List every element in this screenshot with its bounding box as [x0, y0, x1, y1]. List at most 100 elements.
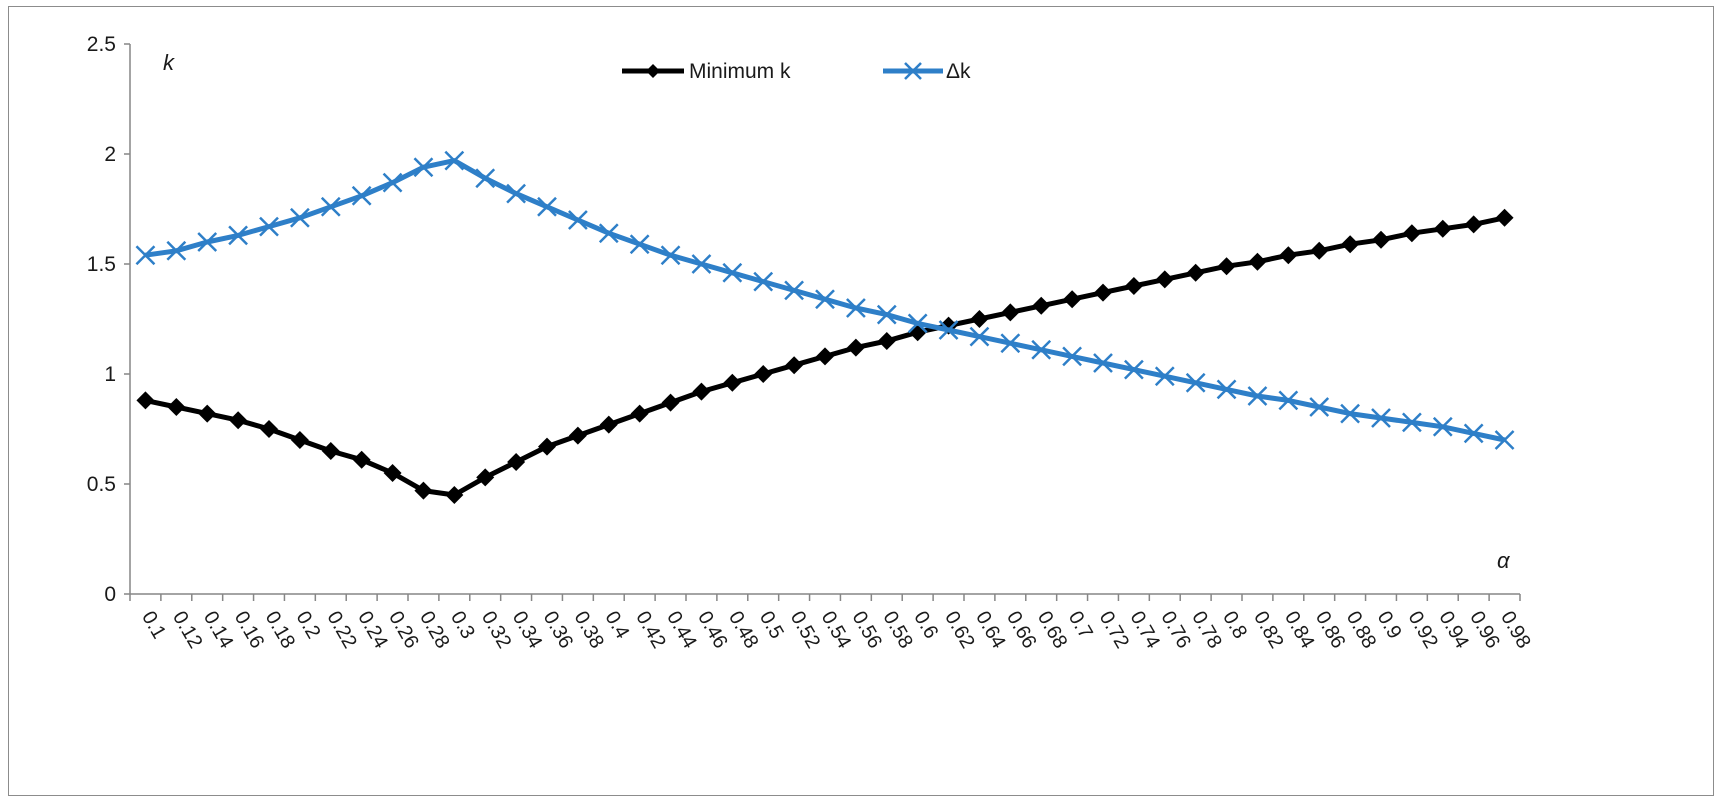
data-point — [1432, 416, 1453, 437]
data-point — [815, 289, 835, 310]
data-point — [1031, 339, 1052, 360]
data-point — [507, 453, 526, 471]
data-point — [599, 415, 618, 434]
data-point — [1433, 219, 1452, 238]
data-point — [351, 185, 372, 206]
data-point — [1310, 241, 1329, 260]
x-tick-label: 0.84 — [1280, 608, 1319, 653]
data-point — [661, 393, 680, 412]
data-point — [1495, 208, 1514, 227]
legend-marker-minimum-k — [646, 64, 660, 78]
data-point — [816, 347, 834, 366]
y-tick-label: 2 — [104, 143, 116, 166]
data-point — [907, 313, 928, 334]
x-tick-label: 0.28 — [415, 608, 454, 653]
data-point — [660, 245, 681, 266]
y-axis-title: k — [163, 50, 175, 75]
legend-marker-delta-k — [904, 62, 922, 80]
data-point — [259, 216, 279, 237]
x-tick-label: 0.92 — [1404, 608, 1443, 653]
y-axis-ticks: 0 0.5 1 1.5 2 2.5 — [87, 33, 130, 606]
data-point — [167, 398, 186, 416]
data-point — [290, 207, 310, 228]
data-point — [1094, 283, 1112, 302]
x-tick-label: 0.46 — [693, 608, 732, 653]
y-tick-label: 1 — [104, 363, 116, 386]
data-point — [1371, 408, 1391, 428]
data-point — [352, 450, 371, 469]
data-point — [1032, 296, 1051, 315]
data-point — [413, 157, 434, 178]
data-point — [1062, 346, 1082, 367]
legend-label-minimum-k: Minimum k — [689, 60, 791, 83]
data-point — [630, 404, 649, 423]
data-point — [1000, 333, 1021, 354]
data-point — [629, 234, 650, 255]
x-tick-label: 0.66 — [1002, 608, 1041, 653]
data-point — [475, 168, 496, 189]
x-tick-label: 0.58 — [878, 608, 917, 653]
data-point — [444, 150, 465, 171]
x-tick-label: 0.42 — [631, 608, 670, 653]
data-point — [1248, 252, 1267, 271]
data-point — [1402, 412, 1422, 433]
data-point — [1372, 230, 1390, 249]
data-point — [1463, 423, 1484, 444]
axes — [129, 44, 1520, 595]
legend: Minimum k Δk — [622, 60, 971, 83]
data-point — [197, 232, 218, 252]
data-point — [568, 426, 587, 445]
data-point — [1124, 277, 1143, 295]
data-point — [723, 373, 742, 392]
x-axis-title: α — [1497, 548, 1511, 573]
data-point — [538, 437, 556, 456]
data-point — [476, 468, 495, 487]
y-tick-label: 2.5 — [87, 33, 116, 56]
series-layer — [135, 150, 1515, 504]
legend-label-delta-k: Δk — [946, 60, 971, 83]
x-tick-label: 0.52 — [786, 608, 825, 653]
data-point — [1185, 372, 1206, 393]
data-point — [938, 320, 959, 340]
data-point — [692, 382, 711, 401]
data-point — [1309, 397, 1330, 417]
data-point — [1186, 263, 1205, 282]
x-tick-label: 0.18 — [261, 608, 300, 653]
x-tick-label: 0.32 — [477, 608, 516, 653]
data-point — [1093, 353, 1113, 373]
data-point — [1494, 430, 1515, 450]
x-tick-label: 0.16 — [230, 608, 269, 653]
data-point — [198, 404, 217, 423]
x-tick-label: 0.44 — [662, 608, 701, 653]
x-tick-label: 0.24 — [353, 608, 392, 653]
data-point — [846, 298, 866, 318]
data-point — [1001, 303, 1020, 322]
data-point — [229, 411, 248, 430]
x-tick-label: 0.38 — [570, 608, 609, 653]
data-point — [1279, 246, 1298, 265]
data-point — [383, 464, 402, 482]
x-tick-label: 0.36 — [539, 608, 578, 653]
data-point — [445, 486, 464, 504]
data-point — [1278, 390, 1299, 411]
series-minimum-k — [136, 208, 1514, 504]
data-point — [1464, 215, 1483, 234]
x-tick-label: 0.64 — [971, 608, 1010, 653]
data-point — [537, 196, 557, 217]
data-point — [568, 210, 588, 230]
data-point — [970, 310, 989, 328]
data-point — [321, 442, 340, 460]
x-tick-label: 0.76 — [1156, 608, 1195, 653]
data-point — [722, 262, 743, 283]
x-tick-label: 0.62 — [940, 608, 979, 653]
data-point — [598, 223, 619, 244]
data-point — [290, 431, 309, 449]
x-tick-label: 0.48 — [724, 608, 763, 653]
data-point — [260, 420, 278, 438]
x-tick-label: 0.68 — [1033, 608, 1072, 653]
x-tick-label: 0.78 — [1187, 608, 1226, 653]
data-point — [382, 172, 403, 193]
data-point — [1063, 290, 1082, 309]
x-tick-label: 0.1 — [137, 608, 170, 643]
